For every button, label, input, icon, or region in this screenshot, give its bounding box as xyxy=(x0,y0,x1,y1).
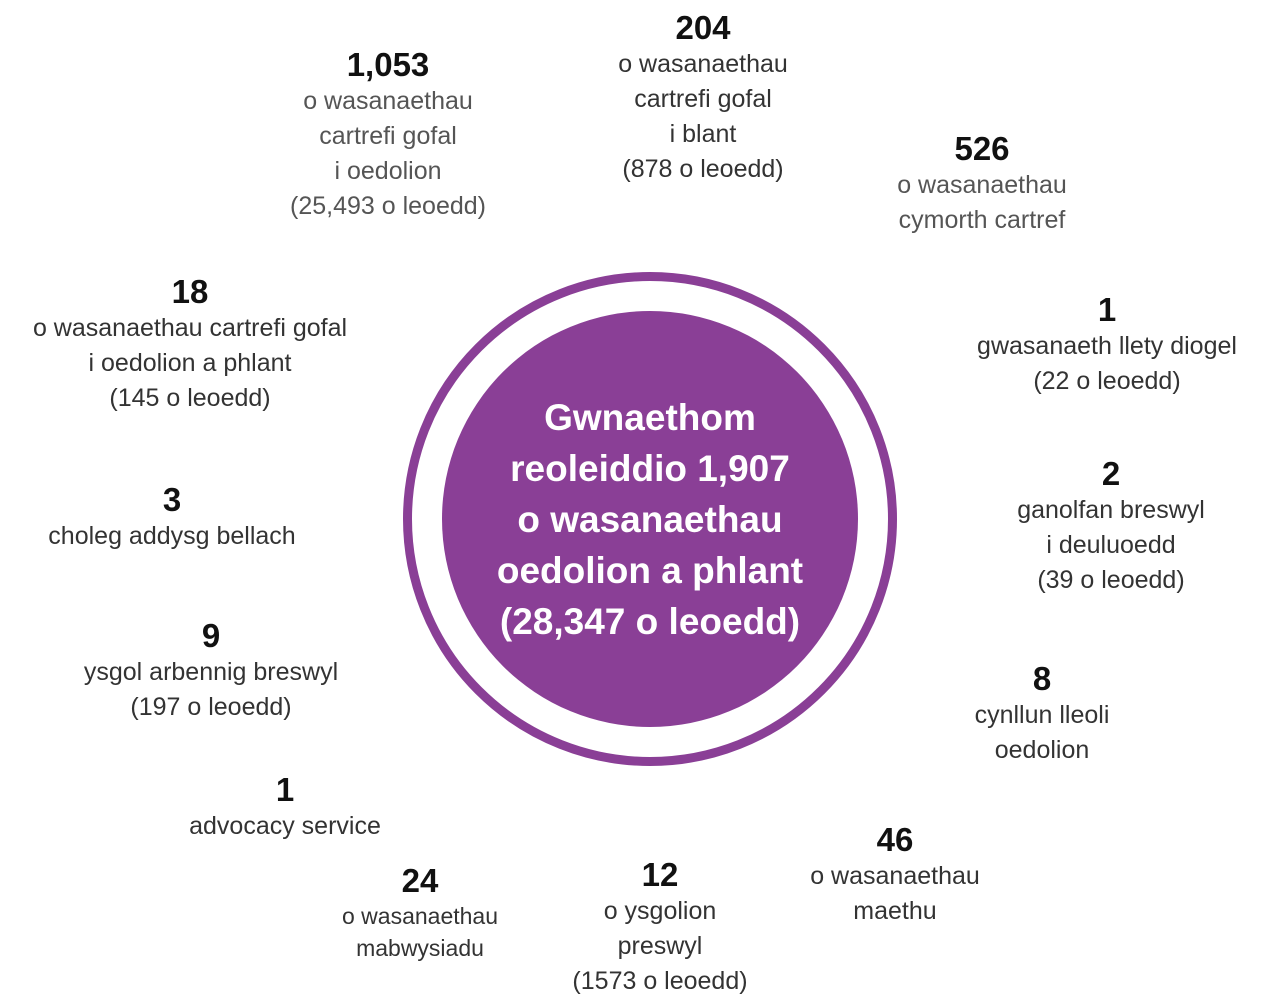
stat-desc-line: maethu xyxy=(853,897,937,925)
stat-boarding-schools: 12 o ysgolion preswyl (1573 o leoedd) xyxy=(572,856,747,999)
stat-number: 24 xyxy=(401,862,439,899)
stat-desc-line: (22 o leoedd) xyxy=(1033,367,1181,395)
center-line-4: oedolion a phlant xyxy=(496,549,804,591)
stat-fostering: 46 o wasanaethau maethu xyxy=(810,821,980,929)
stat-number: 1,053 xyxy=(346,46,430,83)
stat-residential-special-schools: 9 ysgol arbennig breswyl (197 o leoedd) xyxy=(84,617,338,725)
stat-number: 9 xyxy=(201,617,221,654)
stat-desc-line: o wasanaethau xyxy=(897,171,1067,199)
stat-adult-placement: 8 cynllun lleoli oedolion xyxy=(975,660,1110,768)
center-line-5: (28,347 o leoedd) xyxy=(499,600,801,642)
stat-desc-line: advocacy service xyxy=(189,812,381,840)
stat-adults-children-homes: 18 o wasanaethau cartrefi gofal i oedoli… xyxy=(33,273,347,416)
stat-desc-line: (25,493 o leoedd) xyxy=(290,192,486,220)
stat-desc-line: o wasanaethau xyxy=(618,50,788,78)
stat-number: 12 xyxy=(641,856,679,893)
center-line-2: reoleiddio 1,907 xyxy=(510,447,790,489)
stat-desc-line: (39 o leoedd) xyxy=(1037,566,1185,594)
stat-desc-line: cartrefi gofal xyxy=(319,122,457,150)
stat-desc-line: (878 o leoedd) xyxy=(622,155,784,183)
stat-number: 18 xyxy=(171,273,209,310)
stat-number: 3 xyxy=(162,481,182,518)
center-circle: Gwnaethom reoleiddio 1,907 o wasanaethau… xyxy=(442,311,858,727)
stat-desc-line: i oedolion xyxy=(334,157,442,185)
stat-adult-care-homes: 1,053 o wasanaethau cartrefi gofal i oed… xyxy=(290,46,486,224)
center-line-3: o wasanaethau xyxy=(517,498,783,540)
stat-desc-line: (197 o leoedd) xyxy=(130,693,292,721)
center-line-1: Gwnaethom xyxy=(544,396,756,438)
stat-desc-line: oedolion xyxy=(994,736,1090,764)
stat-number: 1 xyxy=(1097,291,1117,328)
stat-desc-line: o wasanaethau xyxy=(341,903,499,929)
stat-number: 204 xyxy=(675,9,731,46)
stat-domiciliary-support: 526 o wasanaethau cymorth cartref xyxy=(897,130,1067,238)
stat-adoption: 24 o wasanaethau mabwysiadu xyxy=(342,862,498,964)
stat-desc-line: ysgol arbennig breswyl xyxy=(83,658,339,686)
stat-desc-line: o wasanaethau xyxy=(303,87,473,115)
stat-desc-line: cymorth cartref xyxy=(898,206,1066,234)
stat-number: 526 xyxy=(954,130,1010,167)
stat-family-centres: 2 ganolfan breswyl i deuluoedd (39 o leo… xyxy=(1017,455,1205,598)
stat-desc-line: o ysgolion xyxy=(603,897,717,925)
stat-desc-line: i deuluoedd xyxy=(1046,531,1176,559)
stat-fe-colleges: 3 choleg addysg bellach xyxy=(48,481,295,554)
stat-desc-line: i oedolion a phlant xyxy=(88,349,292,377)
stat-advocacy-service: 1 advocacy service xyxy=(189,771,381,844)
stat-desc-line: i blant xyxy=(669,120,737,148)
stat-desc-line: (1573 o leoedd) xyxy=(572,967,748,995)
stat-desc-line: gwasanaeth llety diogel xyxy=(977,332,1237,360)
stat-number: 1 xyxy=(275,771,295,808)
stat-desc-line: preswyl xyxy=(617,932,703,960)
stat-desc-line: o wasanaethau xyxy=(810,862,980,890)
stat-secure-accommodation: 1 gwasanaeth llety diogel (22 o leoedd) xyxy=(977,291,1237,399)
stat-number: 46 xyxy=(876,821,914,858)
stat-desc-line: (145 o leoedd) xyxy=(109,384,271,412)
stat-number: 2 xyxy=(1101,455,1121,492)
stat-desc-line: o wasanaethau cartrefi gofal xyxy=(32,314,348,342)
stat-desc-line: ganolfan breswyl xyxy=(1017,496,1205,524)
stat-desc-line: cartrefi gofal xyxy=(634,85,772,113)
stat-desc-line: mabwysiadu xyxy=(356,935,484,961)
stat-desc-line: cynllun lleoli xyxy=(974,701,1110,729)
stat-desc-line: choleg addysg bellach xyxy=(48,522,296,550)
stat-number: 8 xyxy=(1032,660,1052,697)
stat-children-care-homes: 204 o wasanaethau cartrefi gofal i blant… xyxy=(618,9,788,187)
